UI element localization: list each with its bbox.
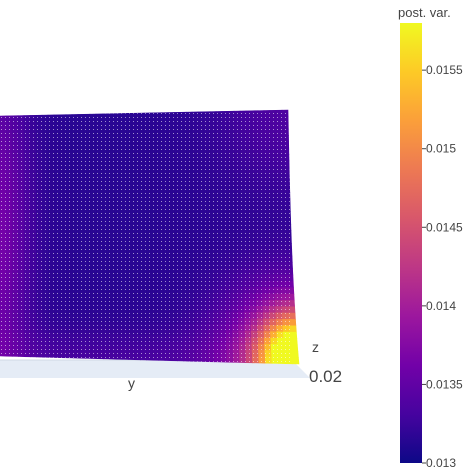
- axis-floor-plane: [0, 360, 310, 378]
- y-axis-title: y: [128, 375, 135, 391]
- colorbar-title: post. var.: [398, 5, 451, 20]
- colorbar-ticks: 0.013 0.0135 0.014 0.0145 0.015 0.0155: [422, 63, 463, 470]
- colorbar-tick-label: 0.015: [426, 142, 456, 156]
- surface-grid-overlay: [0, 110, 293, 364]
- colorbar-tick-label: 0.0135: [426, 377, 463, 391]
- colorbar-tick-label: 0.0155: [426, 63, 463, 77]
- colorbar-tick-label: 0.014: [426, 299, 456, 313]
- colorbar: [400, 23, 422, 463]
- colorbar-tick-label: 0.013: [426, 456, 456, 470]
- z-axis-title: z: [312, 339, 319, 355]
- axis-tick-label: 0.02: [309, 367, 342, 386]
- colorbar-tick-label: 0.0145: [426, 220, 463, 234]
